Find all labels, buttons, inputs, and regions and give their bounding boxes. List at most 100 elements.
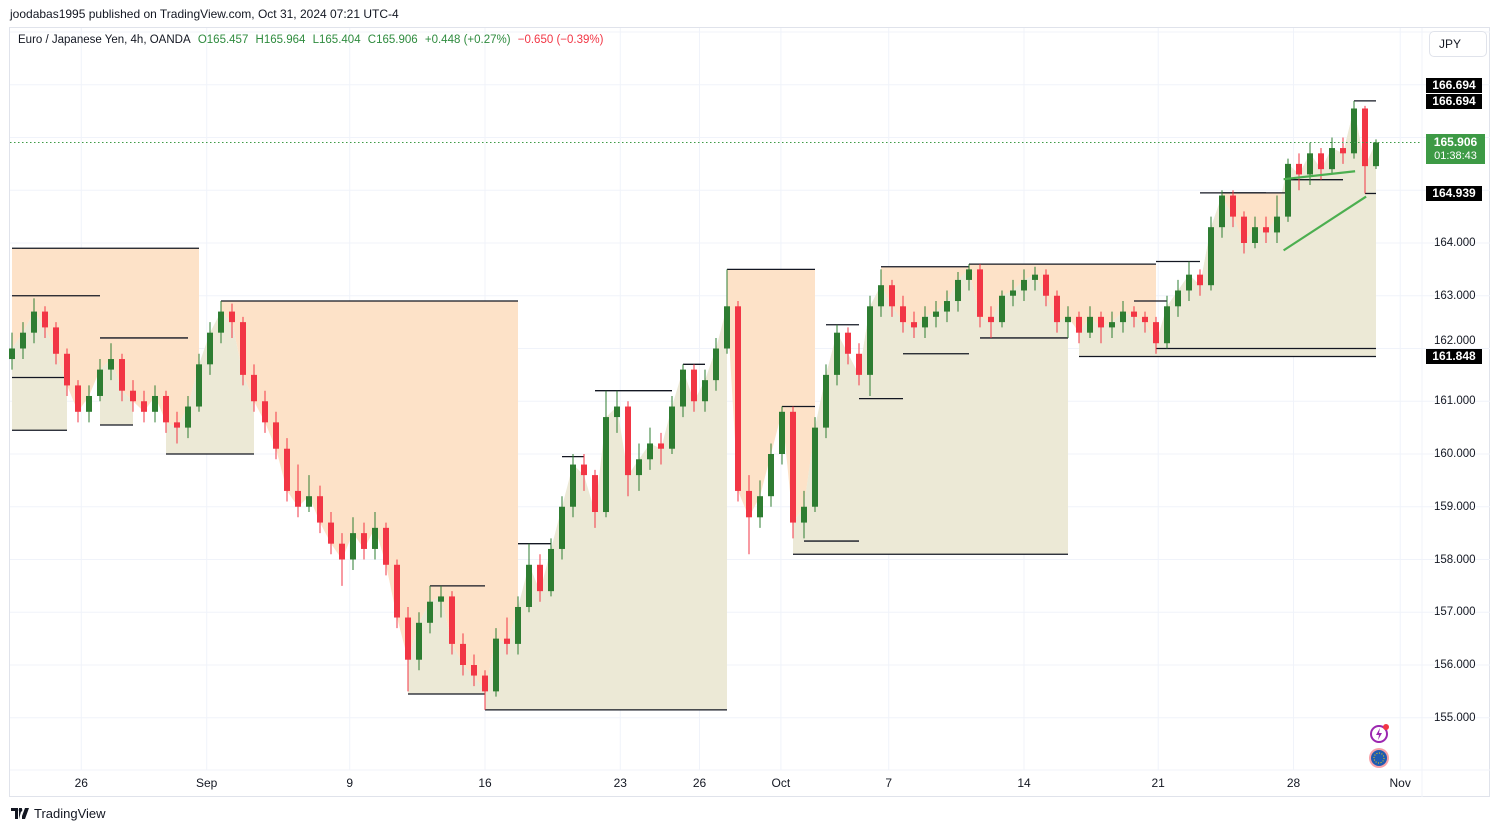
candle-body	[229, 311, 235, 323]
candle-body	[493, 638, 499, 692]
candle-body	[328, 522, 334, 544]
tradingview-logo-icon	[11, 808, 29, 819]
candle-body	[933, 311, 939, 317]
candle-body	[1285, 163, 1291, 217]
price-tick-label: 160.000	[1434, 448, 1476, 460]
candle-body	[240, 322, 246, 375]
tradingview-logo[interactable]: TradingView	[11, 806, 106, 821]
price-tick-label: 155.000	[1434, 711, 1476, 724]
candle-body	[108, 359, 114, 370]
candle-body	[1065, 316, 1071, 323]
support-zone	[100, 359, 133, 425]
candle-body	[691, 369, 697, 402]
price-tick-label: 156.000	[1434, 659, 1476, 671]
candle-body	[152, 395, 158, 412]
candle-body	[1109, 322, 1115, 328]
candle-body	[306, 496, 312, 507]
candle-body	[526, 564, 532, 607]
candle-body	[460, 643, 466, 665]
candle-body	[174, 422, 180, 428]
wedge-trend-line	[1282, 195, 1367, 252]
candle-body	[251, 374, 257, 402]
candle-body	[955, 279, 961, 302]
symbol-title: Euro / Japanese Yen, 4h, OANDA	[18, 34, 191, 46]
price-tick-label: 161.000	[1434, 395, 1476, 408]
price-tick-label: 157.000	[1434, 606, 1476, 619]
candle-body	[801, 506, 807, 523]
candle-body	[75, 385, 81, 412]
candle-body	[647, 443, 653, 460]
ohlc-open: O165.457	[197, 34, 249, 46]
candle-body	[537, 564, 543, 592]
support-zone	[793, 269, 1068, 555]
candle-body	[64, 353, 70, 386]
candle-body	[130, 390, 136, 402]
candle-body	[295, 490, 301, 507]
candle-body	[53, 327, 59, 354]
price-label-low: 164.939	[1426, 186, 1482, 201]
price-label-high-2: 166.694	[1426, 94, 1482, 109]
time-tick-label: 9	[346, 776, 354, 790]
candle-body	[779, 411, 785, 454]
candle-body	[625, 406, 631, 476]
last-price-label: 165.906 01:38:43	[1426, 134, 1485, 164]
eu-flag-icon[interactable]	[1368, 747, 1389, 768]
candle-body	[185, 406, 191, 428]
candle-body	[1230, 195, 1236, 217]
candle-body	[119, 359, 125, 391]
candle-body	[1197, 274, 1203, 286]
price-tick-label: 164.000	[1434, 237, 1476, 249]
ohlc-low: L165.404	[312, 34, 361, 46]
ohlc-high: H165.964	[255, 34, 306, 46]
time-tick-label: 28	[1286, 776, 1301, 790]
candle-body	[1131, 311, 1137, 317]
candle-body	[713, 348, 719, 381]
candle-body	[636, 459, 642, 476]
candle-body	[141, 401, 147, 412]
candle-body	[1373, 142, 1379, 167]
time-tick-label: 23	[613, 776, 627, 790]
candle-body	[581, 464, 587, 476]
bar-countdown: 01:38:43	[1434, 150, 1477, 162]
candle-body	[1329, 148, 1335, 170]
candle-body	[196, 364, 202, 407]
time-tick-label: Oct	[771, 776, 791, 790]
candle-body	[1054, 295, 1060, 323]
candle-body	[1186, 274, 1192, 291]
candle-body	[746, 490, 752, 518]
candle-body	[603, 417, 609, 513]
candle-body	[845, 332, 851, 354]
candle-body	[284, 448, 290, 491]
last-price: 165.906	[1433, 135, 1478, 149]
trend-lines	[1282, 170, 1367, 252]
resistance-zone	[969, 264, 1156, 344]
candle-body	[680, 369, 686, 407]
candle-body	[405, 617, 411, 660]
candle-body	[449, 596, 455, 644]
candle-body	[1076, 316, 1082, 333]
resistance-zone	[221, 301, 518, 692]
candle-body	[97, 369, 103, 396]
candle-body	[867, 306, 873, 375]
candle-body	[471, 665, 477, 676]
candle-body	[856, 353, 862, 375]
candle-body	[548, 548, 554, 592]
candle-body	[823, 374, 829, 428]
price-tick-label: 159.000	[1434, 500, 1476, 513]
candle-body	[944, 301, 950, 312]
currency-button[interactable]: JPY	[1429, 31, 1487, 57]
candle-body	[889, 285, 895, 307]
candle-body	[735, 306, 741, 491]
candle-body	[1153, 322, 1159, 344]
time-tick-label: 16	[478, 776, 492, 790]
candle-body	[9, 348, 15, 360]
candle-body	[1208, 227, 1214, 286]
candle-body	[724, 306, 730, 349]
candle-body	[361, 533, 367, 549]
candle-body	[570, 464, 576, 507]
wedge-trend-line	[1283, 170, 1356, 181]
lightning-icon[interactable]	[1369, 723, 1389, 743]
candle-body	[812, 427, 818, 507]
price-label-high: 166.694	[1426, 78, 1482, 93]
